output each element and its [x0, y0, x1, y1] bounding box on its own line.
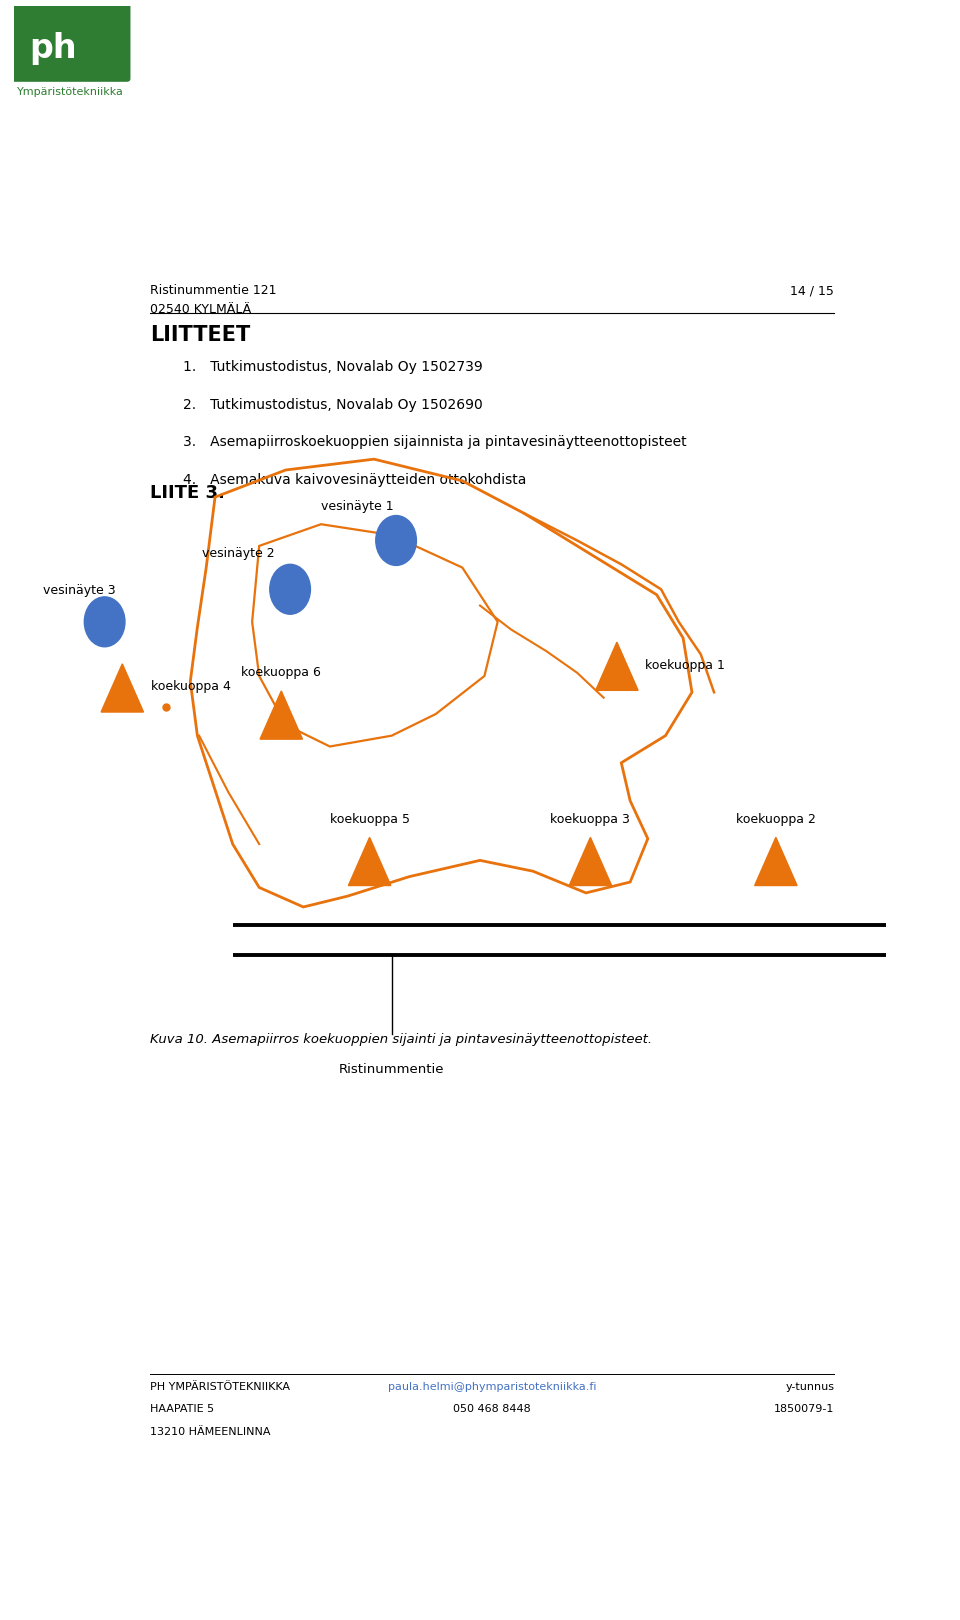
Text: y-tunnus: y-tunnus	[785, 1382, 834, 1392]
Text: koekuoppa 4: koekuoppa 4	[151, 680, 230, 693]
Text: ph: ph	[30, 32, 77, 65]
Text: paula.helmi@phymparistotekniikka.fi: paula.helmi@phymparistotekniikka.fi	[388, 1382, 596, 1392]
Text: Ristinummentie: Ristinummentie	[339, 1063, 444, 1076]
Text: koekuoppa 1: koekuoppa 1	[645, 659, 725, 672]
Text: 1850079-1: 1850079-1	[774, 1405, 834, 1414]
Polygon shape	[569, 838, 612, 886]
Text: 13210 HÄMEENLINNA: 13210 HÄMEENLINNA	[150, 1427, 271, 1437]
Circle shape	[375, 515, 417, 565]
Text: 3.  Asemapiirroskoekuoppien sijainnista ja pintavesinäytteenottopisteet: 3. Asemapiirroskoekuoppien sijainnista j…	[183, 436, 686, 449]
Polygon shape	[755, 838, 797, 886]
Text: 2.  Tutkimustodistus, Novalab Oy 1502690: 2. Tutkimustodistus, Novalab Oy 1502690	[183, 399, 483, 411]
Text: Ristinummentie 121: Ristinummentie 121	[150, 284, 276, 296]
Text: koekuoppa 2: koekuoppa 2	[736, 813, 816, 826]
Text: 050 468 8448: 050 468 8448	[453, 1405, 531, 1414]
Text: PH YMPÄRISTÖTEKNIIKKA: PH YMPÄRISTÖTEKNIIKKA	[150, 1382, 290, 1392]
Polygon shape	[348, 838, 391, 886]
Polygon shape	[260, 692, 302, 739]
Text: vesinäyte 1: vesinäyte 1	[321, 501, 394, 514]
Text: LIITE 3.: LIITE 3.	[150, 484, 225, 502]
Polygon shape	[101, 664, 143, 713]
Text: Ympäristötekniikka: Ympäristötekniikka	[17, 87, 124, 97]
Text: vesinäyte 2: vesinäyte 2	[202, 548, 275, 561]
Circle shape	[270, 564, 310, 614]
Text: koekuoppa 5: koekuoppa 5	[329, 813, 410, 826]
Text: 02540 KYLMÄLÄ: 02540 KYLMÄLÄ	[150, 303, 251, 316]
Text: Kuva 10. Asemapiirros koekuoppien sijainti ja pintavesinäytteenottopisteet.: Kuva 10. Asemapiirros koekuoppien sijain…	[150, 1032, 652, 1045]
Polygon shape	[596, 642, 638, 690]
Text: 14 / 15: 14 / 15	[790, 284, 834, 296]
Text: 1.  Tutkimustodistus, Novalab Oy 1502739: 1. Tutkimustodistus, Novalab Oy 1502739	[183, 360, 483, 374]
Text: koekuoppa 3: koekuoppa 3	[550, 813, 631, 826]
Text: 4.  Asemakuva kaivovesinäytteiden ottokohdista: 4. Asemakuva kaivovesinäytteiden ottokoh…	[183, 473, 527, 486]
Text: LIITTEET: LIITTEET	[150, 326, 250, 345]
Text: koekuoppa 6: koekuoppa 6	[241, 666, 322, 679]
Text: vesinäyte 3: vesinäyte 3	[43, 583, 115, 596]
Text: HAAPATIE 5: HAAPATIE 5	[150, 1405, 214, 1414]
Circle shape	[84, 596, 125, 646]
FancyBboxPatch shape	[11, 3, 131, 81]
